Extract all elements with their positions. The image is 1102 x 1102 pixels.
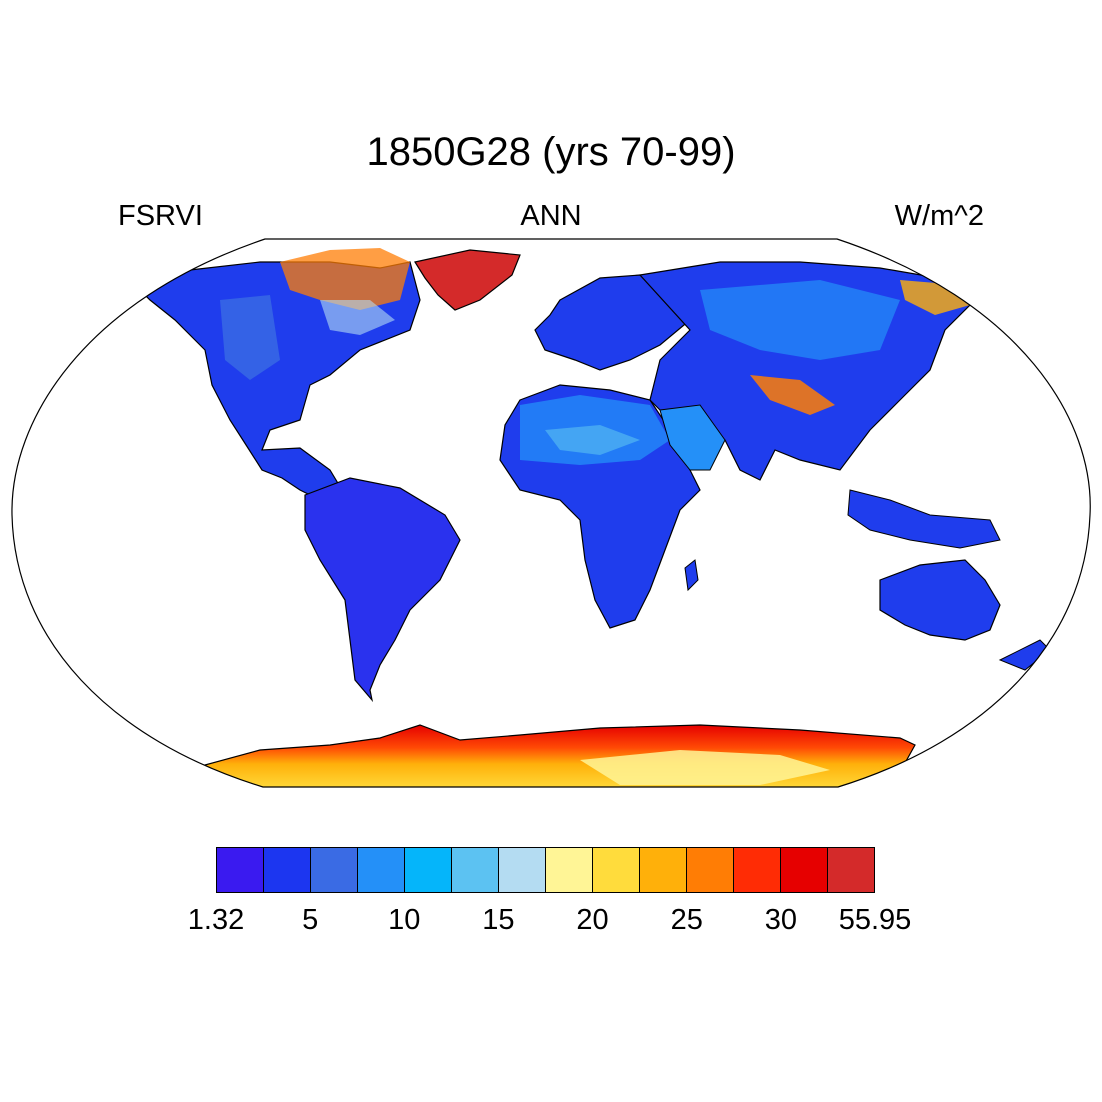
plot-title: 1850G28 (yrs 70-99): [366, 130, 736, 174]
colorbar-tick-label: 30: [764, 904, 797, 936]
variable-label: FSRVI: [118, 200, 203, 232]
land-canada-north: [280, 248, 410, 310]
colorbar-tick-label: 55.95: [838, 904, 912, 936]
land-antarctica: [199, 724, 916, 787]
colorbar-swatch: [687, 848, 734, 892]
colorbar-tick-label: 15: [482, 904, 515, 936]
colorbar-swatch: [499, 848, 546, 892]
colorbar-swatch: [405, 848, 452, 892]
colorbar-swatch: [828, 848, 874, 892]
colorbar-tick-label: 25: [670, 904, 703, 936]
colorbar-swatch: [264, 848, 311, 892]
colorbar-tick-label: 1.32: [187, 904, 245, 936]
colorbar-tick-label: 5: [302, 904, 319, 936]
globe-outline: [11, 238, 1091, 788]
colorbar-swatch: [781, 848, 828, 892]
colorbar-swatch: [217, 848, 264, 892]
land-greenland: [414, 249, 521, 311]
colorbar-swatch: [546, 848, 593, 892]
colorbar-swatch: [452, 848, 499, 892]
colorbar: [216, 847, 875, 893]
colorbar-swatch: [358, 848, 405, 892]
season-label: ANN: [520, 200, 582, 232]
colorbar-tick-label: 10: [388, 904, 421, 936]
land-maritime-se-asia: [847, 489, 1001, 549]
units-label: W/m^2: [894, 200, 984, 232]
land-australia: [879, 559, 1001, 641]
colorbar-tick-label: 20: [576, 904, 609, 936]
colorbar-swatch: [640, 848, 687, 892]
land-south-america: [304, 477, 461, 703]
colorbar-swatch: [593, 848, 640, 892]
colorbar-swatch: [311, 848, 358, 892]
colorbar-swatch: [734, 848, 781, 892]
